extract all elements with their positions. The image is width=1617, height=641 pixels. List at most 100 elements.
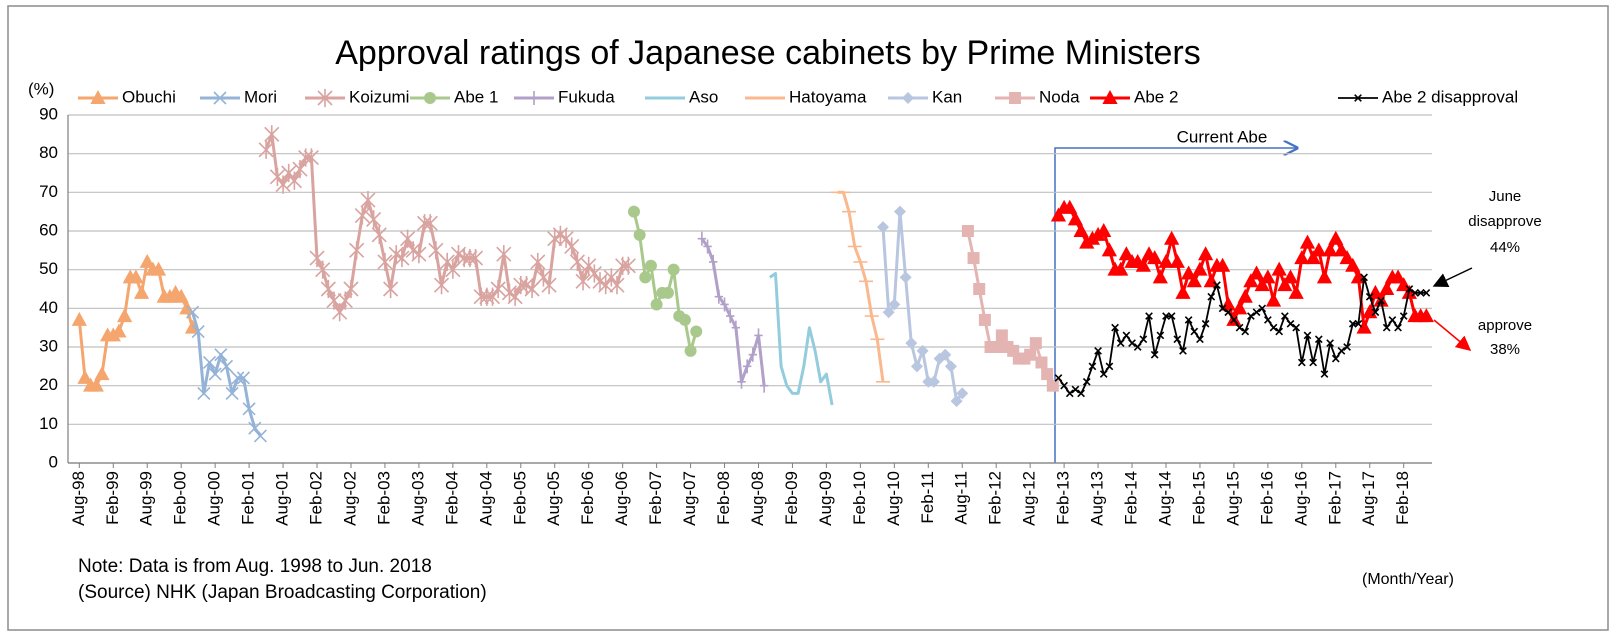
marker	[1416, 289, 1425, 297]
marker	[360, 190, 376, 210]
legend-label: Fukuda	[558, 87, 615, 106]
marker	[1073, 223, 1089, 237]
marker	[1271, 261, 1287, 276]
marker	[394, 248, 410, 268]
marker	[1145, 312, 1153, 320]
marker	[684, 344, 697, 357]
marker	[214, 348, 228, 362]
marker	[1275, 327, 1284, 336]
marker	[916, 344, 929, 357]
marker	[94, 366, 110, 381]
marker	[1167, 312, 1176, 320]
marker	[690, 325, 703, 338]
y-tick-label: 70	[39, 182, 58, 201]
marker	[1235, 323, 1244, 332]
marker	[759, 378, 769, 393]
marker	[1230, 316, 1238, 324]
x-tick-label: Aug-09	[816, 471, 835, 526]
marker	[1207, 292, 1216, 301]
x-tick-label: Aug-14	[1155, 471, 1174, 526]
marker	[258, 140, 274, 159]
marker	[1280, 312, 1289, 320]
y-axis-label: (%)	[28, 79, 54, 98]
marker	[496, 245, 512, 264]
marker	[1299, 234, 1316, 249]
marker	[377, 252, 393, 272]
disapprove-arrow	[1432, 267, 1473, 287]
marker	[748, 347, 758, 362]
x-tick-label: Feb-15	[1189, 471, 1208, 525]
marker	[354, 206, 370, 225]
marker	[620, 256, 636, 275]
marker	[661, 286, 674, 299]
marker	[1354, 94, 1362, 102]
marker	[1422, 289, 1431, 297]
marker	[185, 305, 200, 319]
series	[1054, 273, 1431, 398]
marker	[1102, 90, 1118, 104]
marker	[737, 374, 746, 389]
y-tick-label: 40	[39, 298, 58, 317]
marker	[967, 252, 980, 265]
y-tick-label: 90	[39, 104, 58, 123]
marker	[1218, 304, 1227, 313]
marker	[650, 298, 663, 311]
x-tick-label: Aug-98	[69, 471, 88, 526]
marker	[315, 260, 331, 279]
marker	[1297, 358, 1306, 367]
series	[1050, 199, 1434, 334]
series	[768, 272, 834, 406]
x-tick-label: Aug-00	[205, 471, 224, 526]
marker	[1252, 308, 1261, 317]
marker	[1282, 269, 1299, 284]
legend-label: Noda	[1039, 87, 1080, 106]
marker	[1365, 292, 1374, 301]
marker	[1213, 281, 1221, 289]
legend-item: Mori	[200, 87, 277, 106]
marker	[1356, 319, 1372, 334]
marker	[281, 163, 297, 183]
marker	[1411, 289, 1419, 297]
marker	[1101, 242, 1117, 257]
marker	[1175, 284, 1191, 299]
marker	[225, 386, 239, 400]
marker	[1241, 327, 1250, 336]
marker	[202, 355, 217, 370]
marker	[990, 341, 1003, 353]
marker	[709, 254, 718, 269]
x-tick-label: Aug-01	[273, 471, 292, 526]
legend-item: Obuchi	[78, 87, 176, 106]
marker	[1311, 242, 1327, 257]
marker	[1162, 312, 1170, 320]
x-tick-label: Aug-10	[884, 471, 903, 526]
marker	[383, 279, 399, 299]
x-tick-label: Feb-00	[171, 471, 190, 525]
marker	[1388, 316, 1397, 324]
marker	[213, 91, 227, 105]
marker	[490, 279, 506, 299]
series	[961, 225, 1059, 392]
marker	[1094, 347, 1102, 355]
marker	[1046, 379, 1059, 392]
marker	[1377, 296, 1385, 305]
x-axis-label: (Month/Year)	[1362, 571, 1454, 588]
marker	[1247, 312, 1255, 320]
marker	[667, 263, 680, 276]
legend-item: Abe 1	[410, 87, 498, 106]
marker	[116, 308, 133, 323]
marker	[1265, 292, 1282, 307]
x-tick-label: Aug-02	[340, 471, 359, 526]
chart-title: Approval ratings of Japanese cabinets by…	[335, 34, 1201, 72]
marker	[1192, 261, 1208, 276]
marker	[905, 337, 918, 350]
marker	[371, 225, 387, 244]
marker	[150, 261, 167, 276]
marker	[1343, 343, 1351, 351]
marker	[1065, 389, 1074, 398]
x-tick-label: Feb-17	[1325, 471, 1344, 525]
x-tick-label: Feb-16	[1257, 471, 1276, 525]
marker	[569, 252, 585, 272]
marker	[173, 288, 189, 303]
marker	[71, 311, 87, 326]
